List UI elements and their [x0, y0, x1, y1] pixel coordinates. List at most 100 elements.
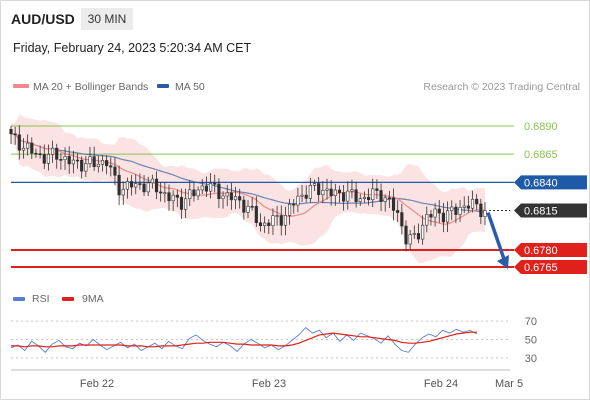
bollinger-band: [11, 114, 485, 264]
candle-body: [333, 189, 337, 196]
candle-body: [175, 194, 179, 198]
candle-body: [34, 152, 38, 155]
x-tick-label: Mar 5: [495, 378, 523, 390]
candle-body: [17, 134, 21, 151]
candle-body: [387, 197, 391, 200]
candle-body: [26, 142, 30, 149]
rsi-tick-label: 30: [525, 353, 537, 365]
candle-body: [167, 192, 171, 202]
rsi-ma-line: [11, 331, 477, 348]
candle-body: [408, 234, 412, 245]
candle-body: [229, 192, 233, 201]
candle-body: [154, 178, 159, 193]
candle-body: [325, 188, 329, 191]
rsi-legend-swatch: [13, 297, 25, 301]
candle-body: [263, 222, 267, 226]
candle-body: [254, 206, 258, 223]
candle-body: [80, 159, 84, 172]
candle-body: [142, 183, 146, 193]
candle-body: [42, 154, 46, 164]
candle-body: [238, 196, 242, 201]
candle-body: [346, 190, 350, 202]
candle-body: [109, 165, 113, 168]
candle-body: [188, 189, 192, 200]
candle-body: [279, 215, 283, 226]
candle-body: [30, 142, 34, 154]
candle-body: [258, 222, 263, 226]
candle-body: [404, 225, 408, 245]
candle-body: [200, 185, 204, 191]
last_price-price-label: 0.6815: [524, 206, 558, 218]
candle-body: [425, 214, 429, 226]
candle-body: [146, 182, 150, 193]
candle-body: [179, 197, 184, 210]
candle-body: [321, 190, 325, 196]
candle-body: [246, 205, 250, 213]
candle-body: [429, 214, 433, 218]
candle-body: [21, 147, 26, 151]
candle-body: [379, 190, 383, 202]
forecast-arrow-head: [497, 254, 509, 269]
copyright-text: Research © 2023 Trading Central: [423, 81, 580, 93]
candle-body: [163, 192, 167, 194]
candle-body: [13, 133, 17, 136]
candle-body: [391, 197, 396, 211]
candle-body: [233, 196, 238, 201]
legend-main: MA 20 + Bollinger Bands MA 50 Research ©…: [13, 81, 580, 93]
legend-rsi: RSI 9MA: [13, 293, 104, 305]
candle-body: [416, 233, 421, 240]
candle-body: [125, 181, 129, 190]
candle-body: [271, 215, 275, 226]
candle-body: [470, 198, 475, 209]
candle-body: [213, 182, 217, 185]
candle-body: [483, 210, 487, 218]
candle-body: [221, 195, 225, 200]
candle-body: [209, 182, 213, 192]
candle-body: [446, 210, 450, 223]
candle-body: [475, 198, 479, 205]
candle-body: [375, 188, 379, 191]
candle-body: [184, 198, 188, 210]
candle-body: [437, 208, 441, 214]
forecast-arrow-shaft: [486, 211, 507, 263]
candle-body: [479, 203, 483, 218]
support-price-label: 0.6780: [524, 245, 558, 257]
candle-body: [88, 156, 92, 164]
candle-body: [171, 194, 175, 202]
candle-body: [130, 181, 134, 188]
candle-body: [450, 206, 454, 211]
candle-body: [300, 194, 304, 197]
candle-body: [117, 174, 121, 196]
ma50-legend-swatch: [157, 84, 169, 88]
support-price-tag: [514, 259, 587, 274]
candle-body: [67, 156, 71, 165]
candle-body: [283, 215, 287, 226]
x-axis: Feb 22 Feb 23 Feb 24 Mar 5: [11, 369, 523, 390]
candle-body: [225, 192, 229, 197]
candle-body: [337, 189, 342, 193]
candle-body: [454, 206, 458, 215]
candle-body: [217, 183, 221, 200]
candle-body: [113, 166, 117, 176]
candle-body: [84, 163, 88, 172]
x-tick-label: Feb 22: [80, 378, 114, 390]
candle-body: [250, 205, 254, 208]
candle-body: [466, 205, 470, 209]
candle-body: [275, 215, 279, 217]
candle-body: [396, 210, 400, 213]
candle-body: [342, 192, 346, 202]
currency-pair-title: AUD/USD: [11, 11, 75, 27]
main-plot: 0.6890 0.6865 0.6840 0.6815 0.6780 0.6765: [9, 114, 587, 274]
timeframe-button[interactable]: 30 MIN: [81, 8, 133, 30]
candle-body: [100, 160, 105, 165]
candle-body: [329, 188, 333, 196]
candle-body: [367, 196, 371, 201]
ma20-legend-label: MA 20 + Bollinger Bands: [33, 81, 148, 93]
candle-body: [51, 147, 55, 155]
resistance-price-label: 0.6865: [524, 149, 558, 161]
candle-body: [317, 183, 321, 196]
pivot-price-label: 0.6840: [524, 177, 558, 189]
candle-body: [288, 203, 292, 216]
candle-body: [63, 156, 67, 160]
